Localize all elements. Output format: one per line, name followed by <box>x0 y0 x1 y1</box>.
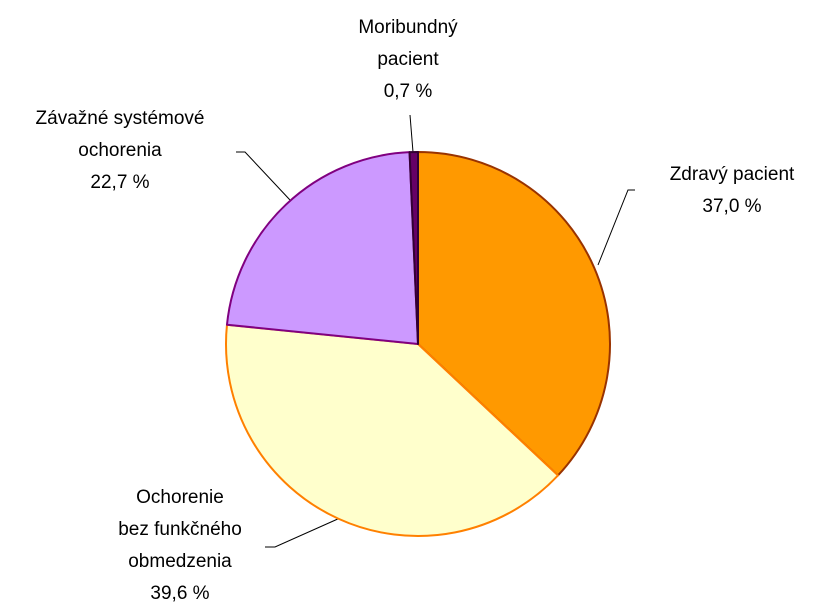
category-label: Ochorenie bez funkčného obmedzenia <box>118 487 242 572</box>
value-label: 22,7 % <box>90 172 150 193</box>
pie-slice <box>225 323 559 537</box>
pie-slice <box>408 151 419 345</box>
slice-label: Závažné systémové ochorenia 22,7 % <box>0 103 240 199</box>
value-label: 39,6 % <box>150 583 210 604</box>
slice-label: Moribundný pacient 0,7 % <box>318 12 498 108</box>
category-label: Závažné systémové ochorenia <box>35 108 205 161</box>
leader-line <box>236 151 291 201</box>
category-label: Moribundný pacient <box>358 17 458 70</box>
category-label: Zdravý pacient <box>669 164 795 185</box>
pie-slice <box>225 151 419 345</box>
value-label: 0,7 % <box>383 81 433 102</box>
leader-line <box>409 114 414 153</box>
leader-line <box>265 517 341 548</box>
slice-label: Zdravý pacient 37,0 % <box>632 159 819 223</box>
value-label: 37,0 % <box>702 196 762 217</box>
leader-line <box>597 189 635 266</box>
pie-slice <box>417 151 611 477</box>
slice-label: Ochorenie bez funkčného obmedzenia 39,6 % <box>90 482 270 610</box>
